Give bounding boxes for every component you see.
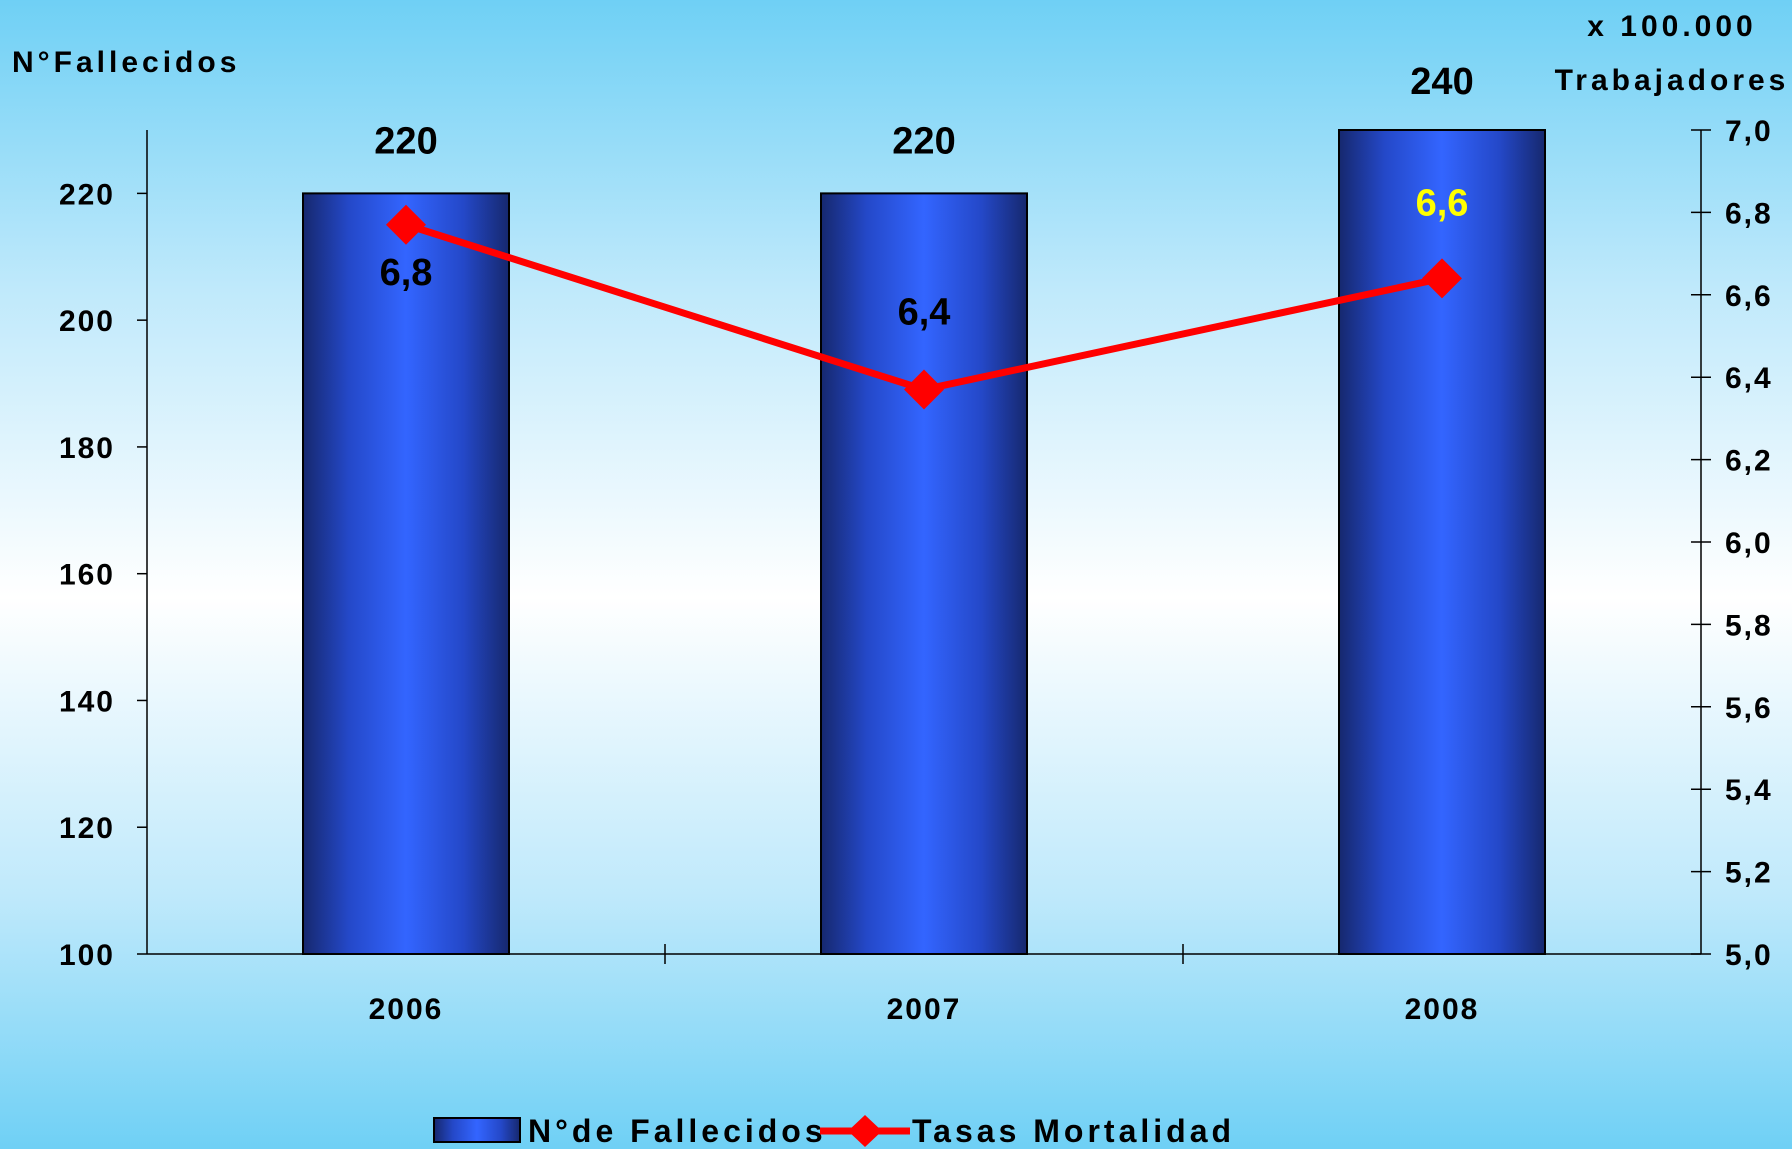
bar-value-label: 240 [1410,61,1473,103]
left-tick-label: 120 [59,812,115,845]
left-axis-title: N°Fallecidos [12,46,240,79]
x-tick-label: 2008 [1405,993,1480,1026]
left-tick-label: 220 [59,178,115,211]
line-diamond-marker [904,369,944,410]
legend-diamond-marker [848,1115,882,1147]
bar-value-label: 220 [374,120,437,162]
right-axis-title-line2: Trabajadores [1555,64,1790,97]
right-tick-label: 5,8 [1725,609,1773,642]
left-tick-label: 140 [59,685,115,718]
right-tick-label: 6,0 [1725,527,1773,560]
right-tick-label: 7,0 [1725,115,1773,148]
right-tick-label: 6,2 [1725,445,1773,478]
line-value-label: 6,8 [380,252,433,294]
right-tick-label: 6,6 [1725,280,1773,313]
bar-fallecidos [820,192,1028,955]
legend-label-tasas: Tasas Mortalidad [912,1113,1235,1149]
left-tick-label: 160 [59,559,115,592]
right-axis-title-line1: x 100.000 [1587,10,1756,43]
right-tick-label: 5,0 [1725,939,1773,972]
legend: N°de Fallecidos Tasas Mortalidad [433,1113,1235,1149]
right-tick-label: 5,2 [1725,857,1773,890]
x-tick-label: 2006 [369,993,444,1026]
x-tick-label: 2007 [887,993,962,1026]
right-tick-label: 6,4 [1725,362,1773,395]
bar-fallecidos [1338,129,1546,955]
left-tick-label: 100 [59,939,115,972]
line-value-label: 6,6 [1416,182,1469,224]
bar-value-label: 220 [892,120,955,162]
line-diamond-marker [386,204,426,245]
line-value-label: 6,4 [898,292,951,334]
left-tick-label: 180 [59,432,115,465]
legend-bar-swatch [433,1117,521,1143]
right-tick-label: 5,4 [1725,774,1773,807]
left-tick-label: 200 [59,305,115,338]
plot-area: 100 120 140 160 180 200 220 5,0 5,2 5,4 5,6 5,8 6,0 6… [59,61,1773,1026]
line-diamond-marker [1422,258,1462,299]
right-tick-label: 6,8 [1725,197,1773,230]
right-tick-label: 5,6 [1725,692,1773,725]
legend-label-fallecidos: N°de Fallecidos [528,1113,827,1149]
bar-fallecidos [302,192,510,955]
